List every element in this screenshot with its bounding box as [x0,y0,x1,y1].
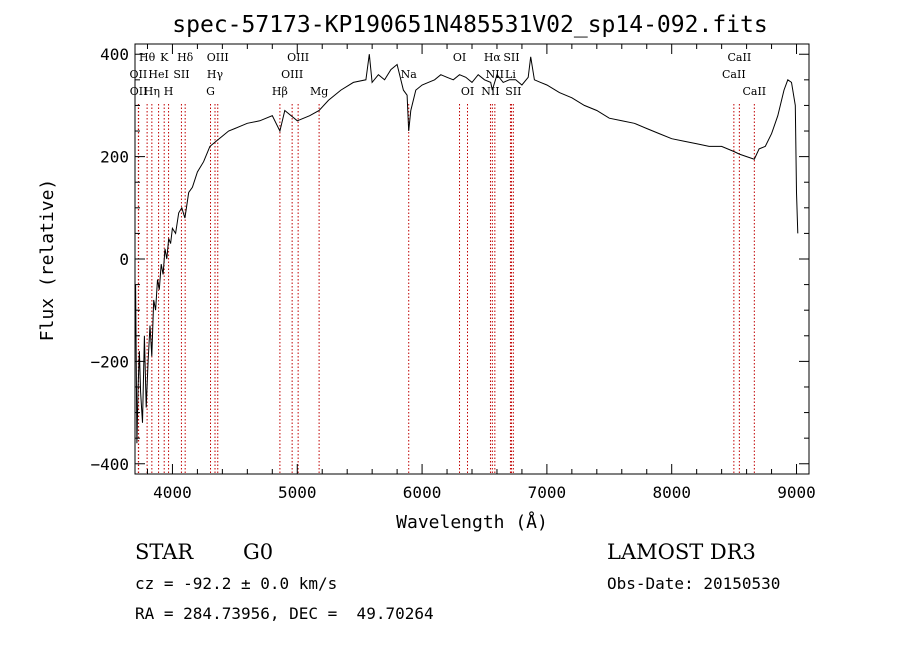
x-tick-label: 5000 [278,483,317,502]
line-label-Hα: Hα [484,51,502,64]
line-label-H: H [164,85,174,98]
flux-series-line [135,54,799,444]
line-label-OI: OI [461,85,474,98]
object-class: STAR [135,540,194,564]
line-label-Hδ: Hδ [177,51,194,64]
y-tick-label: 200 [100,148,129,167]
redshift-text: cz = -92.2 ± 0.0 km/s [135,574,338,593]
line-label-Hθ: Hθ [139,51,156,64]
line-label-K: K [160,51,169,64]
x-tick-label: 6000 [403,483,442,502]
line-label-Hη: Hη [144,85,160,98]
line-label-G: G [206,85,215,98]
line-label-OII: OII [130,85,148,98]
line-label-CaII: CaII [722,68,746,81]
x-tick-label: 8000 [652,483,691,502]
line-label-OIII: OIII [287,51,309,64]
survey-name: LAMOST DR3 [607,540,756,564]
y-axis-label: Flux (relative) [37,179,58,342]
y-axis: −400 −200 0 200 400 [90,45,809,474]
line-label-Hγ: Hγ [207,68,224,81]
x-axis-label: Wavelength (Å) [396,511,548,533]
object-subclass: G0 [243,540,274,564]
line-label-Hβ: Hβ [272,85,288,98]
obs-date-text: Obs-Date: 20150530 [607,574,781,593]
line-label-Li: Li [505,68,516,81]
chart-title: spec-57173-KP190651N485531V02_sp14-092.f… [172,12,767,38]
line-label-OIII: OIII [207,51,229,64]
line-label-CaII: CaII [742,85,766,98]
x-axis: 4000 5000 6000 7000 8000 9000 [146,44,816,502]
x-tick-label: 7000 [528,483,567,502]
line-label-SII: SII [503,51,519,64]
y-tick-label: 400 [100,45,129,64]
line-label-OI: OI [453,51,466,64]
line-label-NII: NII [481,85,499,98]
line-label-HeI: HeI [148,68,168,81]
line-label-OIII: OIII [281,68,303,81]
x-tick-label: 9000 [777,483,816,502]
line-label-Na: Na [401,68,418,81]
coordinates-text: RA = 284.73956, DEC = 49.70264 [135,604,434,623]
y-tick-label: −200 [90,352,129,371]
x-tick-label: 4000 [153,483,192,502]
line-label-SII: SII [173,68,189,81]
y-tick-label: 0 [119,250,129,269]
spectral-line-markers: OII OII Hθ Hη HeI K H SII Hδ Hγ G OIII Hβ OIII OIII Mg N… [130,51,766,474]
plot-frame [134,43,810,475]
y-tick-label: −400 [90,455,129,474]
line-label-Mg: Mg [310,85,328,98]
line-label-SII: SII [505,85,521,98]
line-label-NII: NII [486,68,504,81]
line-label-CaII: CaII [728,51,752,64]
line-label-OII: OII [130,68,148,81]
